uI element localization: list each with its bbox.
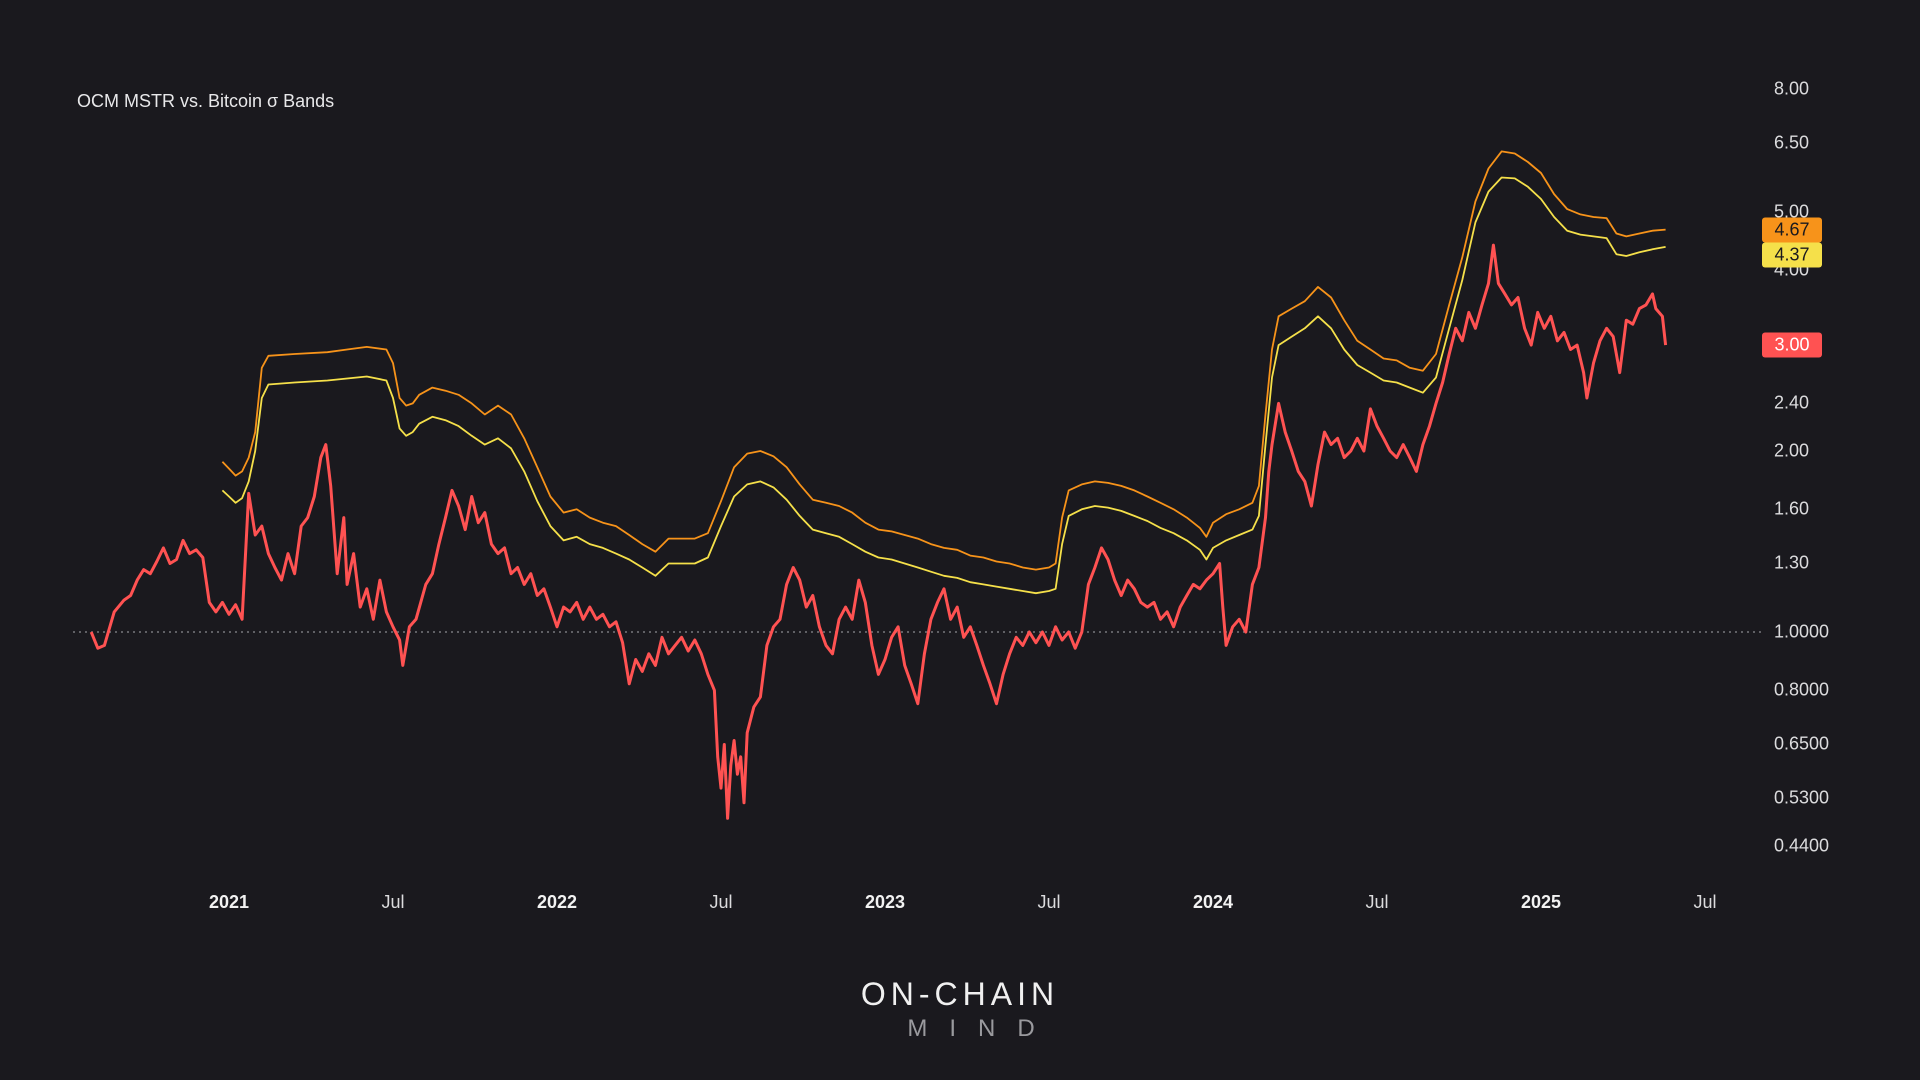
x-tick-label: Jul — [709, 892, 733, 912]
x-tick-label: 2025 — [1520, 892, 1562, 912]
logo-on-chain: ON-CHAIN — [860, 976, 1060, 1012]
x-tick-label: 2022 — [536, 892, 578, 912]
logo-mind: MIND — [907, 1015, 1057, 1042]
x-tick-label: Jul — [1037, 892, 1061, 912]
x-tick-label: Jul — [381, 892, 405, 912]
y-tick-label: 0.5300 — [1774, 787, 1830, 808]
y-tick-label: 6.50 — [1774, 132, 1810, 153]
y-tick-label: 0.4400 — [1774, 835, 1830, 856]
y-tick-label: 5.00 — [1774, 201, 1810, 222]
mstr-ratio-last-value-badge: 3.00 — [1762, 332, 1822, 358]
upper-band-last-value-badge: 4.67 — [1762, 217, 1822, 243]
y-tick-label: 0.6500 — [1774, 733, 1830, 754]
y-tick-label: 2.00 — [1774, 440, 1810, 461]
x-tick-label: 2024 — [1192, 892, 1234, 912]
x-tick-label: 2023 — [864, 892, 906, 912]
y-tick-label: 1.0000 — [1774, 621, 1830, 642]
chart-title: OCM MSTR vs. Bitcoin σ Bands — [77, 91, 335, 111]
mstr-ratio-line — [89, 243, 1668, 820]
y-tick-label: 2.40 — [1774, 392, 1810, 413]
y-tick-label: 1.30 — [1774, 552, 1810, 573]
y-tick-label: 1.60 — [1774, 498, 1810, 519]
y-tick-label: 0.8000 — [1774, 679, 1830, 700]
x-tick-label: Jul — [1693, 892, 1717, 912]
lower-sigma-band-line — [221, 176, 1666, 595]
upper-sigma-band-line — [221, 150, 1666, 571]
lower-band-last-value-badge: 4.37 — [1762, 242, 1822, 268]
y-tick-label: 8.00 — [1774, 78, 1810, 99]
x-tick-label: Jul — [1365, 892, 1389, 912]
x-tick-label: 2021 — [208, 892, 250, 912]
